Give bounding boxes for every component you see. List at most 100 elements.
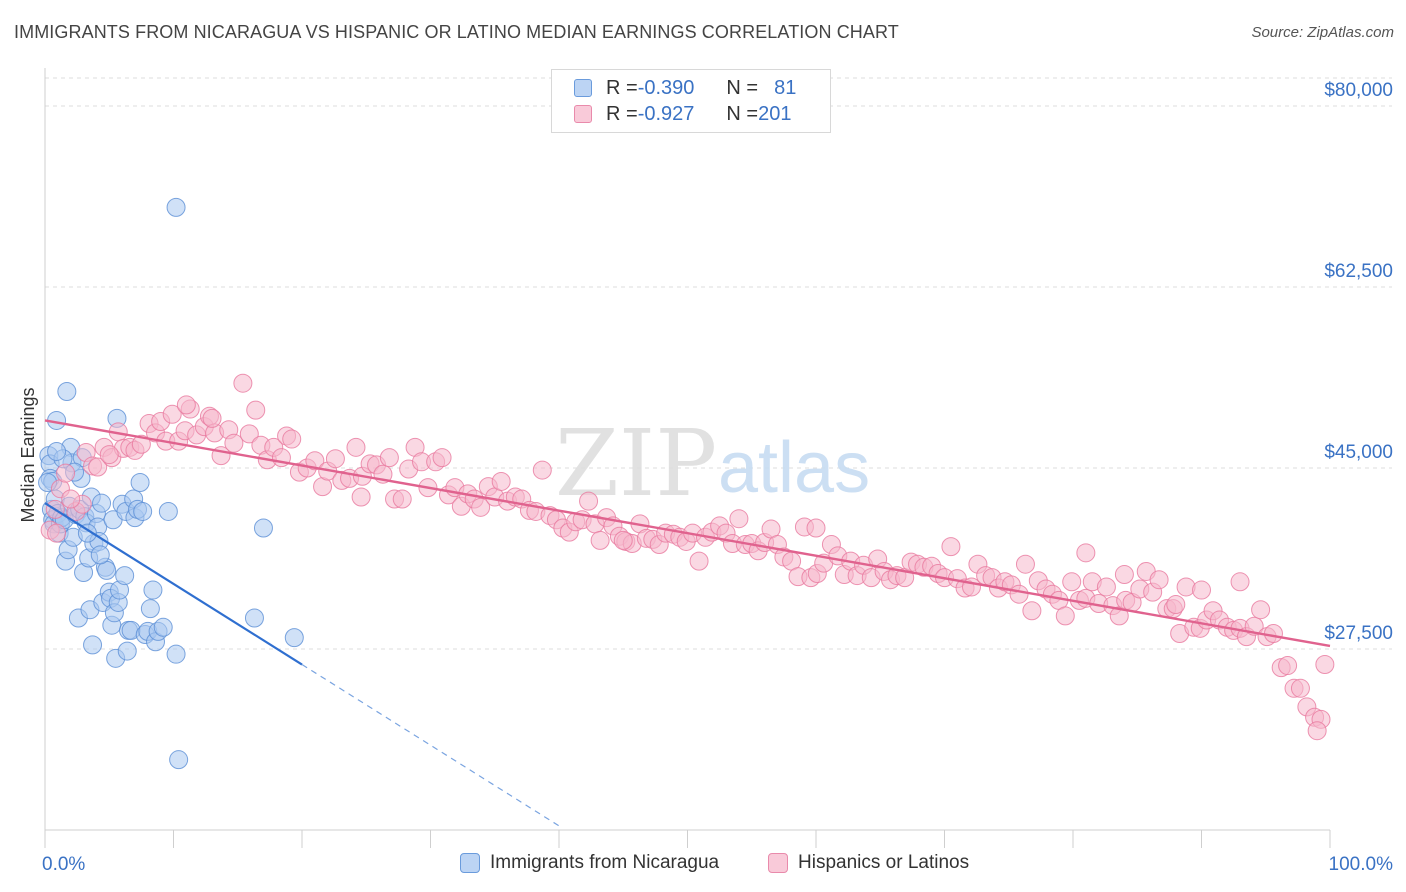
point-nicaragua <box>143 580 163 600</box>
point-hispanic <box>590 530 610 550</box>
bottom-legend-nicaragua: Immigrants from Nicaragua <box>460 852 719 874</box>
point-hispanic <box>1176 577 1196 597</box>
legend-n-value: 81 <box>774 76 797 99</box>
point-hispanic <box>56 463 76 483</box>
legend-n-label: N = <box>726 76 759 99</box>
trend-line-nicaragua-extension <box>301 664 560 827</box>
watermark-atlas: atlas <box>718 428 870 508</box>
y-tick-label: $80,000 <box>1324 80 1393 101</box>
chart-title: IMMIGRANTS FROM NICARAGUA VS HISPANIC OR… <box>14 22 899 42</box>
legend-r-label: R = <box>606 76 638 99</box>
legend-n-label: N = <box>726 102 759 125</box>
point-nicaragua <box>133 501 153 521</box>
point-hispanic <box>305 451 325 471</box>
point-nicaragua <box>284 628 304 648</box>
legend-swatch-pink <box>574 105 592 123</box>
point-nicaragua <box>83 635 103 655</box>
y-tick-label: $45,000 <box>1324 442 1393 463</box>
point-hispanic <box>941 537 961 557</box>
point-hispanic <box>131 434 151 454</box>
point-hispanic <box>202 408 222 428</box>
point-nicaragua <box>166 644 186 664</box>
trend-line-nicaragua <box>44 502 303 666</box>
point-hispanic <box>689 551 709 571</box>
point-hispanic <box>1290 678 1310 698</box>
point-hispanic <box>1076 543 1096 563</box>
point-nicaragua <box>77 523 97 543</box>
x-tick-label-end: 100.0% <box>1329 854 1394 875</box>
point-hispanic <box>282 429 302 449</box>
point-nicaragua <box>140 599 160 619</box>
point-hispanic <box>1315 655 1335 675</box>
tick-labels: $27,500 $45,000 $62,500 $80,000 0.0% 100.0% <box>42 80 1393 875</box>
point-hispanic <box>1307 721 1327 741</box>
point-nicaragua <box>169 750 189 770</box>
point-nicaragua <box>115 566 135 586</box>
legend-r-value: -0.390 <box>637 76 695 99</box>
point-hispanic <box>1192 580 1211 600</box>
point-nicaragua <box>130 472 150 492</box>
trend-line-hispanic <box>44 419 1331 648</box>
point-hispanic <box>61 489 81 509</box>
point-hispanic <box>88 457 108 477</box>
point-hispanic <box>379 448 399 468</box>
point-hispanic <box>1015 554 1035 574</box>
point-hispanic <box>162 404 182 424</box>
trend-lines <box>44 419 1331 827</box>
point-hispanic <box>233 373 253 393</box>
point-nicaragua <box>92 493 112 513</box>
source-label: Source: ZipAtlas.com <box>1251 24 1394 41</box>
point-nicaragua <box>253 518 273 538</box>
point-hispanic <box>1166 595 1186 615</box>
point-hispanic <box>1278 656 1298 676</box>
point-nicaragua <box>158 501 178 521</box>
legend-r-value: -0.927 <box>637 102 695 125</box>
point-hispanic <box>246 400 266 420</box>
point-hispanic <box>1062 572 1082 592</box>
point-hispanic <box>1022 601 1042 621</box>
bottom-legend-hispanic: Hispanics or Latinos <box>768 852 969 874</box>
legend-n-value: 201 <box>758 102 792 125</box>
bottom-legend-swatch-blue <box>460 853 480 873</box>
x-tick-label-start: 0.0% <box>42 854 85 875</box>
point-nicaragua <box>153 617 173 637</box>
legend-r-label: R = <box>606 102 638 125</box>
point-nicaragua <box>117 641 137 661</box>
y-tick-label: $62,500 <box>1324 261 1393 282</box>
grid-lines <box>45 77 1392 650</box>
point-hispanic <box>224 433 244 453</box>
legend-row-nicaragua: R = -0.390 N = 81 <box>574 76 796 100</box>
point-nicaragua <box>166 197 186 217</box>
series-nicaragua-points <box>38 197 304 770</box>
point-hispanic <box>176 395 196 415</box>
point-hispanic <box>392 489 412 509</box>
y-tick-label: $27,500 <box>1324 623 1393 644</box>
point-hispanic <box>99 445 119 465</box>
bottom-legend-label-hispanic: Hispanics or Latinos <box>798 852 970 873</box>
point-hispanic <box>491 471 511 491</box>
point-hispanic <box>1263 623 1283 643</box>
point-hispanic <box>532 460 552 480</box>
point-hispanic <box>806 518 826 538</box>
point-hispanic <box>1096 577 1116 597</box>
legend-swatch-blue <box>574 79 592 97</box>
point-nicaragua <box>47 441 67 461</box>
point-hispanic <box>351 487 371 507</box>
point-hispanic <box>579 491 599 511</box>
watermark: ZIP atlas <box>555 410 870 517</box>
legend: R = -0.390 N = 81 R = -0.927 N = 201 <box>551 69 831 133</box>
point-nicaragua <box>90 545 110 565</box>
legend-row-hispanic: R = -0.927 N = 201 <box>574 102 791 126</box>
point-hispanic <box>1009 584 1029 604</box>
point-hispanic <box>471 497 491 517</box>
point-hispanic <box>1114 565 1134 585</box>
point-hispanic <box>1251 600 1271 620</box>
point-hispanic <box>325 449 345 469</box>
point-nicaragua <box>57 381 77 401</box>
point-hispanic <box>346 437 366 457</box>
point-hispanic <box>613 530 633 550</box>
point-hispanic <box>1230 572 1250 592</box>
point-hispanic <box>1055 606 1075 626</box>
bottom-legend-label-nicaragua: Immigrants from Nicaragua <box>490 852 720 873</box>
